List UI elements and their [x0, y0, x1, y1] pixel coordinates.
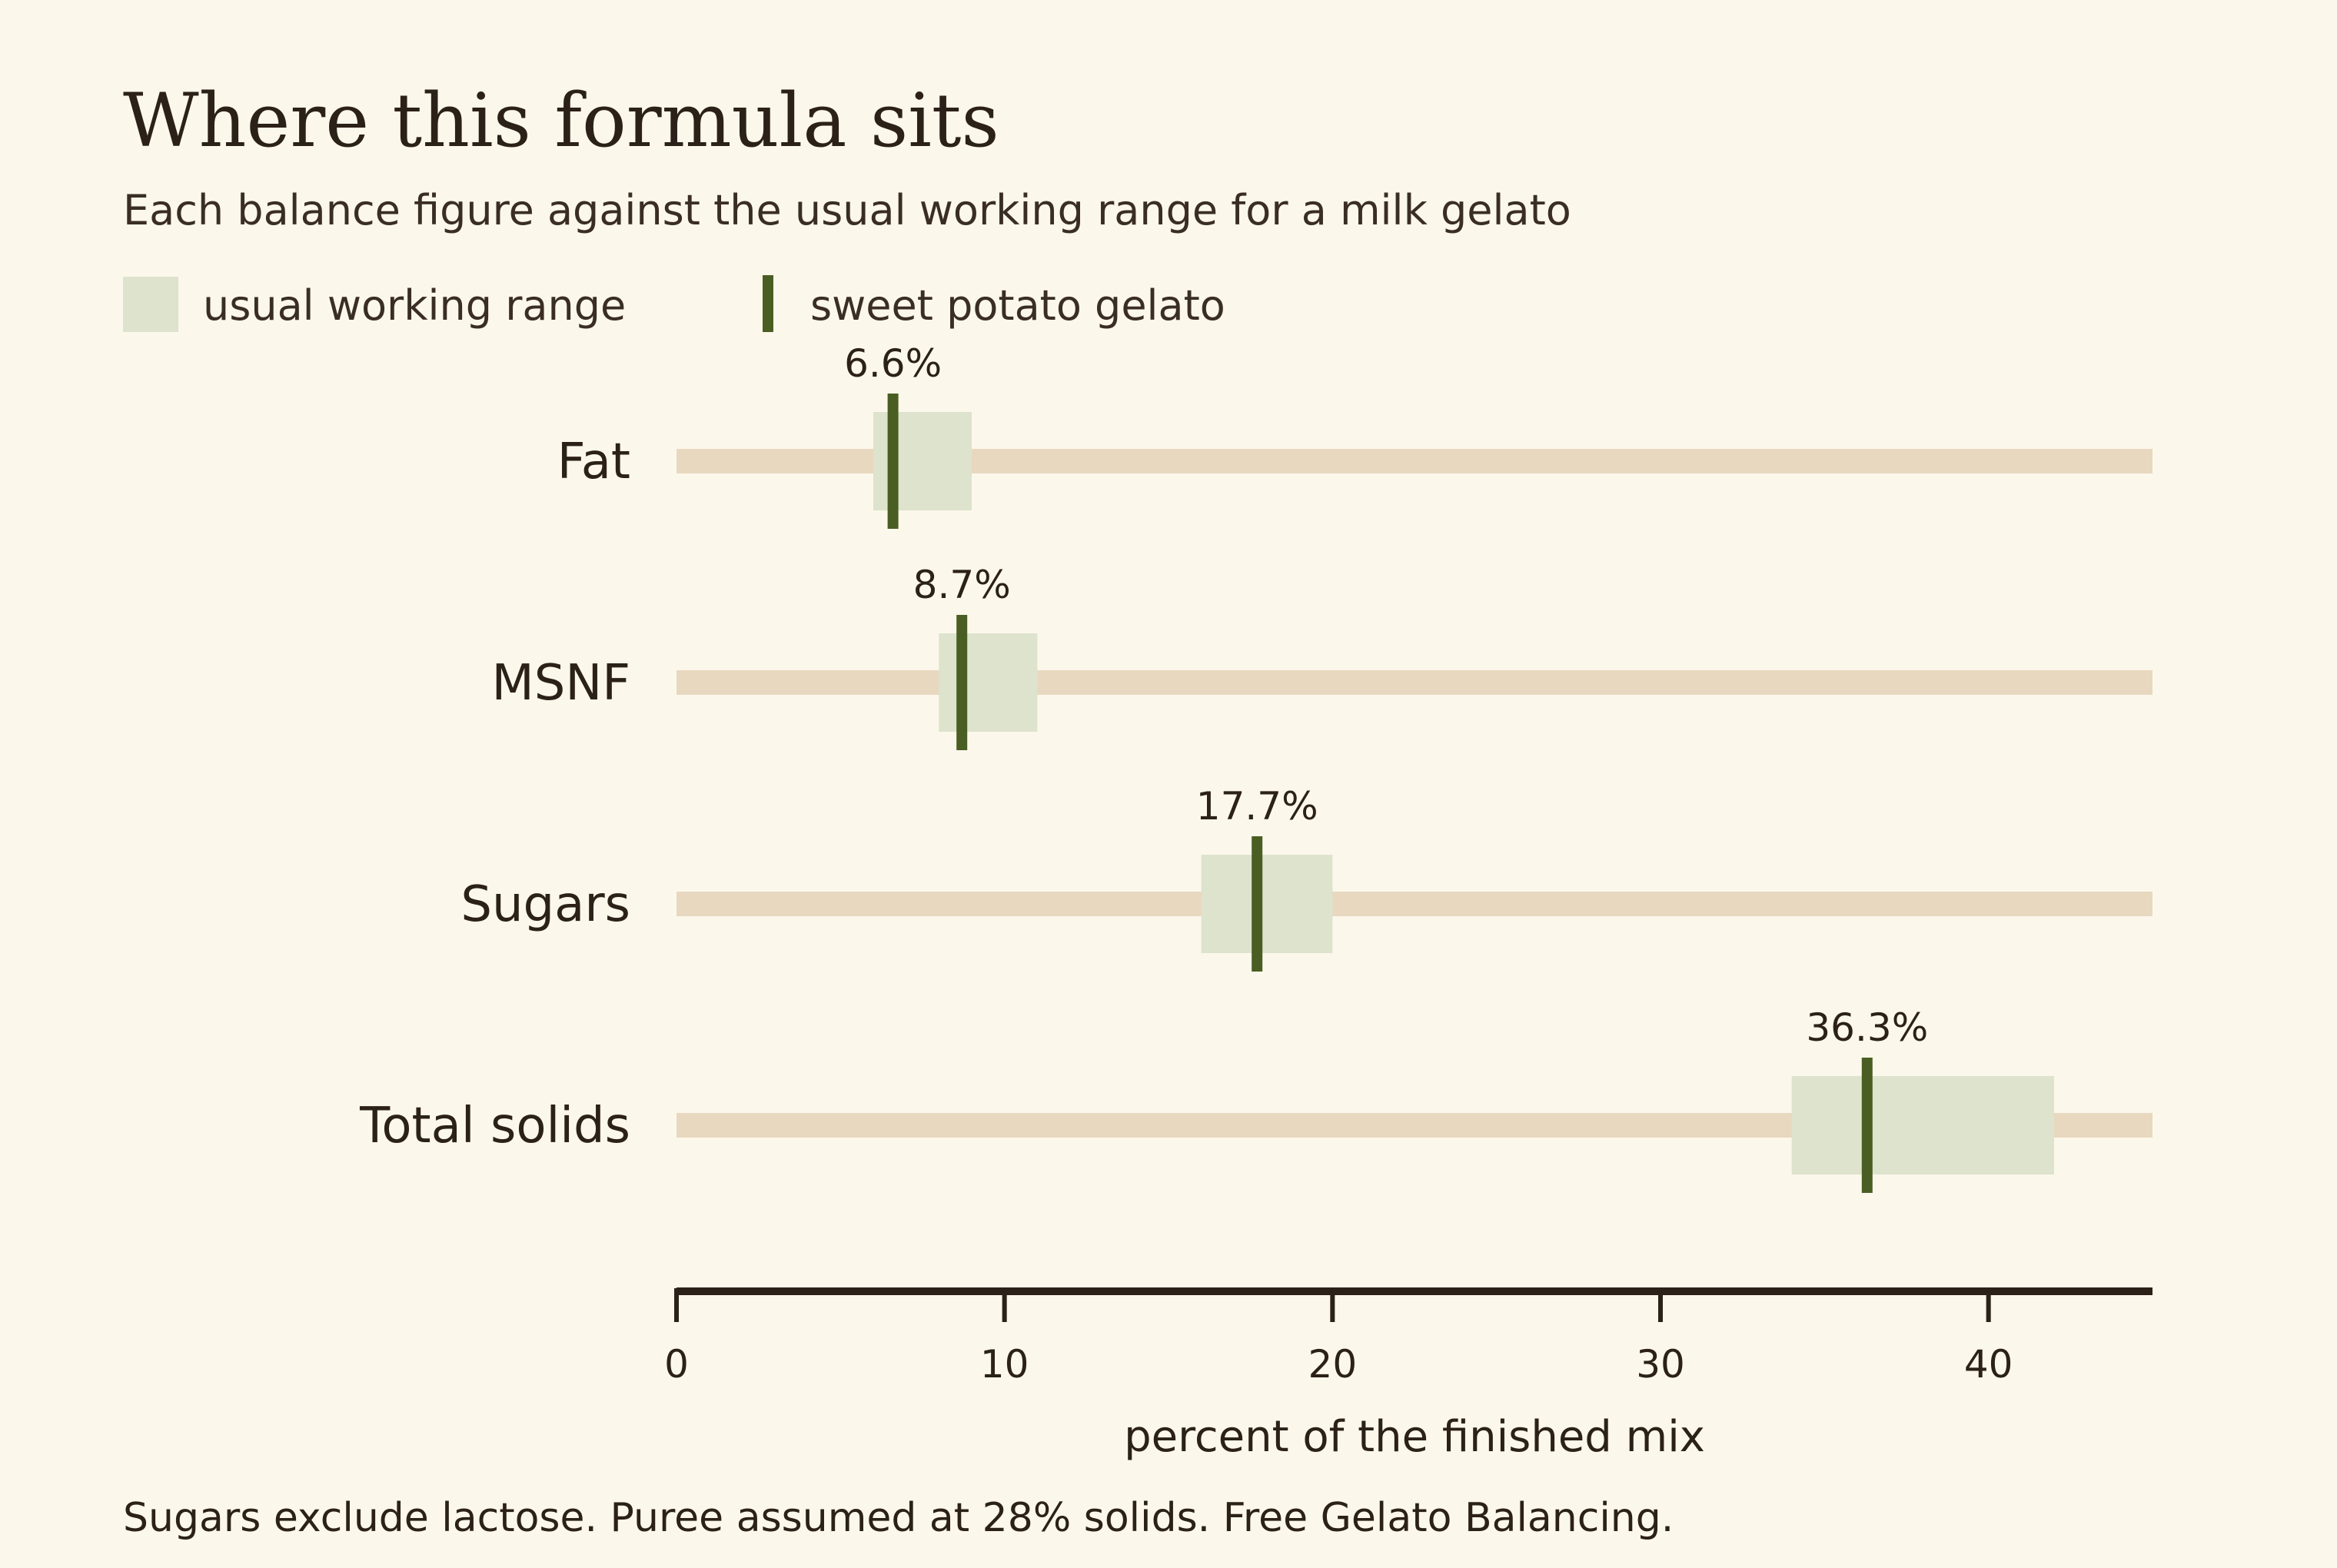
legend-marker-label: sweet potato gelato	[810, 281, 1225, 330]
track-bar	[676, 670, 2152, 695]
category-label: MSNF	[491, 655, 630, 712]
value-label: 17.7%	[1196, 784, 1318, 829]
row-msnf: 8.7% MSNF	[491, 563, 2152, 750]
value-marker	[1252, 836, 1263, 972]
value-label: 36.3%	[1806, 1005, 1928, 1050]
range-band	[1791, 1076, 2054, 1174]
row-total-solids: 36.3% Total solids	[359, 1005, 2152, 1193]
category-label: Total solids	[359, 1098, 630, 1154]
range-band	[1201, 855, 1333, 953]
row-sugars: 17.7% Sugars	[460, 784, 2152, 972]
x-tick-label: 30	[1636, 1342, 1685, 1387]
legend-range-swatch	[123, 277, 178, 332]
value-marker	[1861, 1058, 1873, 1193]
x-axis-ticks: 0 10 20 30 40	[664, 1288, 2013, 1387]
x-tick-label: 0	[664, 1342, 689, 1387]
value-label: 6.6%	[844, 341, 942, 386]
value-marker	[956, 615, 968, 750]
legend-marker-swatch	[763, 275, 773, 332]
x-tick-label: 20	[1308, 1342, 1358, 1387]
range-band	[939, 633, 1038, 732]
chart-title: Where this formula sits	[123, 78, 999, 164]
x-tick-label: 10	[980, 1342, 1029, 1387]
x-axis: 0 10 20 30 40	[664, 1287, 2152, 1387]
value-marker	[887, 394, 899, 529]
legend-range-label: usual working range	[203, 281, 626, 330]
footnote: Sugars exclude lactose. Puree assumed at…	[123, 1495, 1674, 1541]
chart-subtitle: Each balance figure against the usual wo…	[123, 186, 1571, 234]
row-fat: 6.6% Fat	[557, 341, 2152, 529]
category-label: Fat	[557, 434, 630, 490]
x-axis-title: percent of the finished mix	[1124, 1412, 1705, 1462]
track-bar	[676, 892, 2152, 916]
chart-rows: 6.6% Fat 8.7% MSNF 17.7% Sugars 36.3% Total sol…	[359, 341, 2152, 1193]
category-label: Sugars	[460, 876, 630, 933]
x-tick-label: 40	[1964, 1342, 2013, 1387]
legend: usual working range sweet potato gelato	[123, 275, 1225, 332]
value-label: 8.7%	[913, 563, 1011, 607]
